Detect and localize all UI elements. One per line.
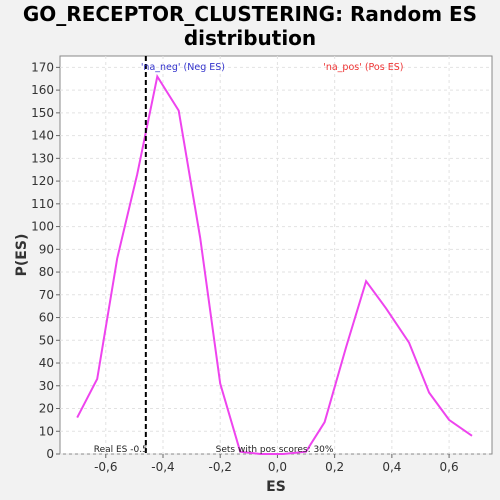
x-axis: -0,6 -0,4 -0,2 0,0 0,2 0,4 0,6	[94, 454, 459, 474]
y-tick-label: 50	[39, 333, 54, 347]
pos-scores-label: Sets with pos scores: 30%	[216, 445, 334, 455]
y-tick-label: 20	[39, 402, 54, 416]
y-tick-label: 90	[39, 242, 54, 256]
chart-title: GO_RECEPTOR_CLUSTERING: Random ES distri…	[22, 2, 478, 50]
y-tick-label: 30	[39, 379, 54, 393]
x-tick-label: 0,2	[325, 460, 344, 474]
x-axis-label: ES	[266, 479, 286, 495]
y-tick-label: 160	[31, 83, 54, 97]
series-line	[76, 73, 473, 455]
y-axis-label: P(ES)	[14, 234, 30, 277]
y-tick-label: 10	[39, 424, 54, 438]
y-tick-label: 60	[39, 311, 54, 325]
y-tick-label: 130	[31, 151, 54, 165]
x-tick-label: -0,2	[209, 460, 232, 474]
y-tick-label: 70	[39, 288, 54, 302]
y-tick-label: 80	[39, 265, 54, 279]
x-tick-label: 0,6	[440, 460, 459, 474]
y-tick-label: 110	[31, 197, 54, 211]
x-tick-label: -0,4	[151, 460, 174, 474]
neg-es-label: 'na_neg' (Neg ES)	[141, 62, 225, 73]
y-tick-label: 170	[31, 60, 54, 74]
x-tick-label: -0,6	[94, 460, 117, 474]
y-tick-label: 100	[31, 220, 54, 234]
y-axis: 0 10 20 30 40 50 60 70 80 90 100 110 120 130 140 150 160…	[31, 60, 60, 461]
pos-es-label: 'na_pos' (Pos ES)	[323, 62, 403, 73]
y-tick-label: 0	[46, 447, 54, 461]
x-tick-label: 0,4	[382, 460, 401, 474]
plot-area	[59, 55, 493, 455]
real-es-label: Real ES -0.5	[94, 445, 148, 455]
y-tick-label: 40	[39, 356, 54, 370]
x-tick-label: 0,0	[268, 460, 287, 474]
y-tick-label: 150	[31, 106, 54, 120]
y-tick-label: 120	[31, 174, 54, 188]
y-tick-label: 140	[31, 129, 54, 143]
